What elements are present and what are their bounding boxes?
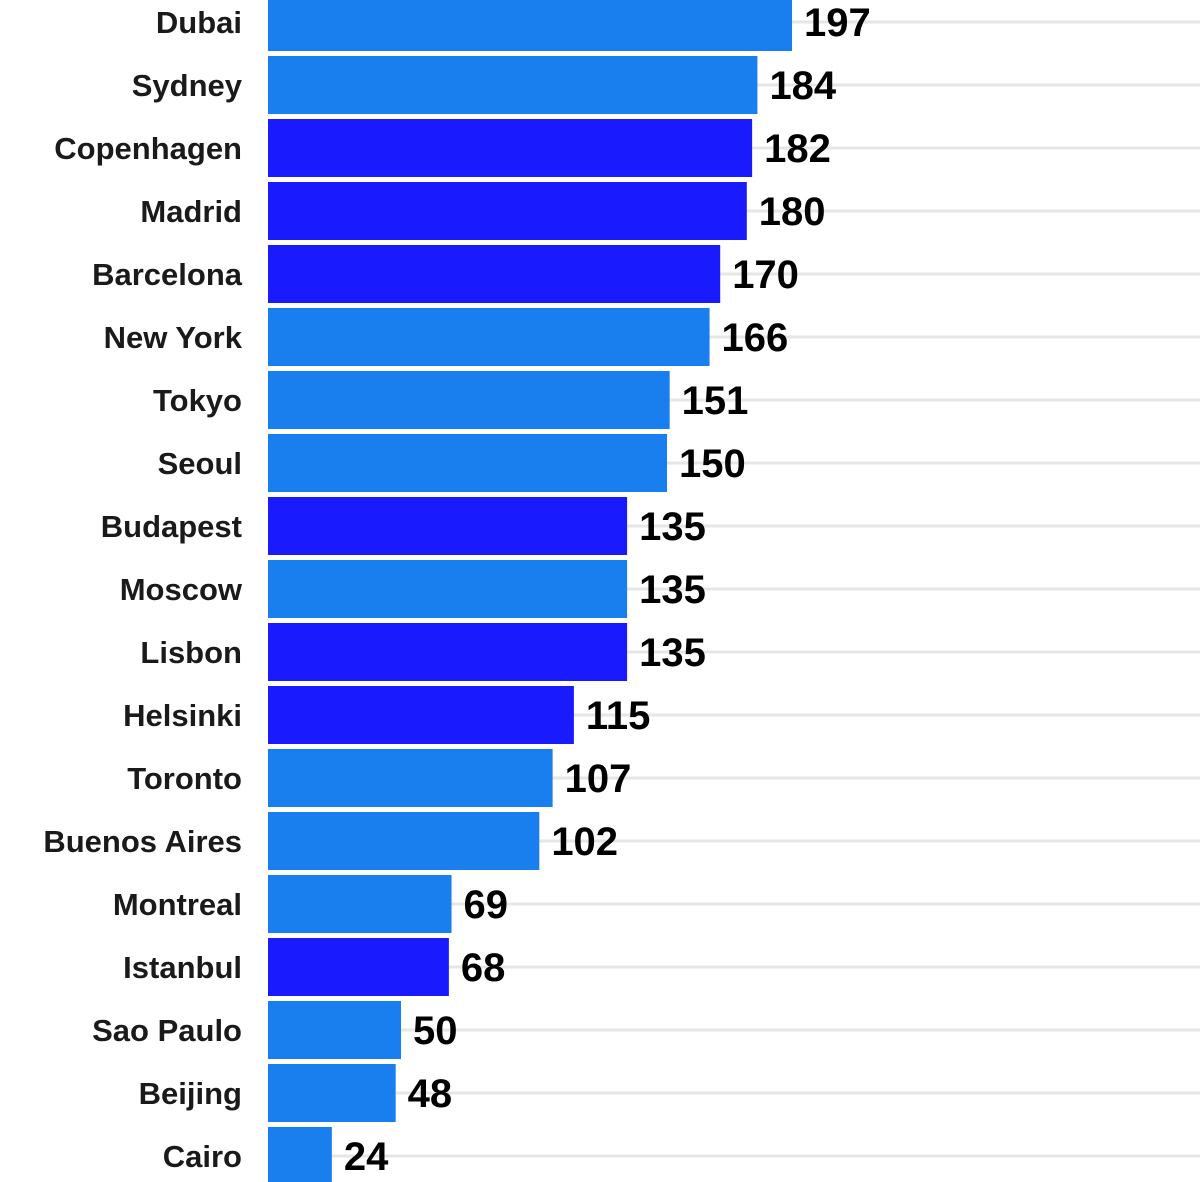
value-label: 166 <box>722 316 789 360</box>
value-label: 135 <box>639 568 706 612</box>
category-label: Barcelona <box>92 257 243 292</box>
value-label: 50 <box>413 1009 458 1053</box>
category-label: Copenhagen <box>54 131 242 166</box>
category-label: Helsinki <box>123 698 242 733</box>
bar-seoul <box>268 434 667 492</box>
value-label: 115 <box>586 694 651 738</box>
category-label: Istanbul <box>123 950 242 985</box>
value-label: 48 <box>408 1072 453 1116</box>
bar-moscow <box>268 560 628 618</box>
bar-montreal <box>268 875 452 933</box>
category-label: Dubai <box>156 5 242 40</box>
category-label: Seoul <box>158 446 242 481</box>
value-label: 102 <box>551 820 618 864</box>
label-layer: Dubai 197 Sydney 184 Copenhagen 182 Madrid 180 B… <box>43 1 870 1179</box>
value-label: 107 <box>565 757 632 801</box>
value-label: 151 <box>682 379 749 423</box>
bar-madrid <box>268 182 747 240</box>
bar-new-york <box>268 308 710 366</box>
value-label: 150 <box>679 442 746 486</box>
value-label: 180 <box>759 190 826 234</box>
bar-beijing <box>268 1064 396 1122</box>
category-label: Sao Paulo <box>92 1013 242 1048</box>
category-label: Cairo <box>163 1139 242 1174</box>
value-label: 135 <box>639 505 706 549</box>
bar-cairo <box>268 1127 332 1182</box>
bar-sao-paulo <box>268 1001 401 1059</box>
bar-layer <box>268 0 793 1182</box>
category-label: Tokyo <box>153 383 242 418</box>
category-label: Moscow <box>120 572 243 607</box>
category-label: Buenos Aires <box>43 824 242 859</box>
value-label: 135 <box>639 631 706 675</box>
value-label: 69 <box>464 883 509 927</box>
value-label: 68 <box>461 946 506 990</box>
value-label: 170 <box>732 253 799 297</box>
value-label: 24 <box>344 1135 389 1179</box>
bar-helsinki <box>268 686 574 744</box>
bar-buenos-aires <box>268 812 540 870</box>
bar-budapest <box>268 497 628 555</box>
value-label: 182 <box>764 127 831 171</box>
bar-istanbul <box>268 938 449 996</box>
category-label: Lisbon <box>140 635 242 670</box>
category-label: Madrid <box>140 194 242 229</box>
category-label: New York <box>104 320 243 355</box>
bar-tokyo <box>268 371 670 429</box>
category-label: Sydney <box>132 68 243 103</box>
value-label: 184 <box>769 64 836 108</box>
bar-barcelona <box>268 245 721 303</box>
value-label: 197 <box>804 1 871 45</box>
bar-sydney <box>268 56 758 114</box>
bar-toronto <box>268 749 553 807</box>
category-label: Beijing <box>139 1076 242 1111</box>
bar-copenhagen <box>268 119 753 177</box>
category-label: Budapest <box>101 509 242 544</box>
bar-dubai <box>268 0 793 51</box>
category-label: Montreal <box>113 887 242 922</box>
category-label: Toronto <box>127 761 242 796</box>
bar-lisbon <box>268 623 628 681</box>
